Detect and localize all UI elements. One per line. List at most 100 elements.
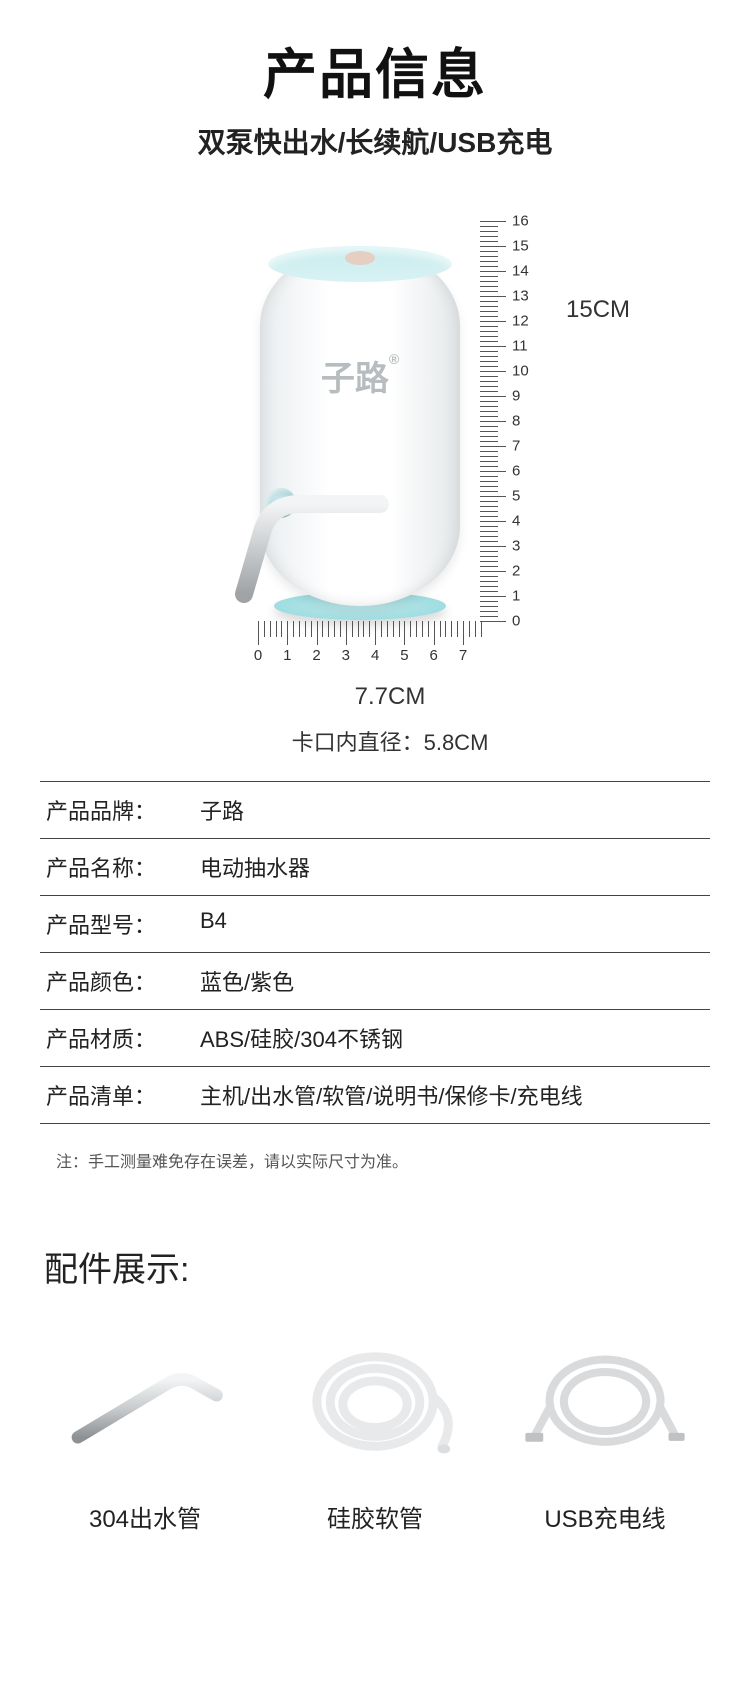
- ruler-tick: [480, 296, 506, 297]
- ruler-tick: [480, 341, 498, 342]
- product-body: [260, 246, 460, 606]
- product-brand-mark: 子路®: [260, 351, 460, 400]
- steel-pipe-icon: [50, 1331, 240, 1481]
- product-top-button: [345, 251, 375, 265]
- ruler-tick: [480, 456, 498, 457]
- spec-row: 产品名称：电动抽水器: [40, 839, 710, 896]
- ruler-tick: [375, 621, 376, 645]
- spec-row: 产品颜色：蓝色/紫色: [40, 953, 710, 1010]
- ruler-h-label: 5: [400, 647, 408, 664]
- ruler-tick: [440, 621, 441, 637]
- vertical-ruler: 012345678910111213141516: [480, 221, 530, 621]
- ruler-tick: [480, 316, 498, 317]
- ruler-v-label: 15: [512, 238, 529, 255]
- ruler-tick: [463, 621, 464, 645]
- ruler-tick: [480, 346, 506, 347]
- ruler-tick: [480, 271, 506, 272]
- ruler-tick: [480, 531, 498, 532]
- ruler-v-label: 2: [512, 563, 520, 580]
- spec-label: 产品颜色：: [40, 965, 200, 997]
- ruler-tick: [480, 496, 506, 497]
- accessory-item: 304出水管: [40, 1331, 250, 1534]
- ruler-tick: [399, 621, 400, 637]
- ruler-tick: [480, 471, 506, 472]
- ruler-tick: [480, 411, 498, 412]
- spec-label: 产品型号：: [40, 908, 200, 940]
- ruler-v-label: 3: [512, 538, 520, 555]
- ruler-tick: [480, 326, 498, 327]
- ruler-tick: [481, 621, 482, 637]
- ruler-tick: [480, 576, 498, 577]
- ruler-tick: [480, 561, 498, 562]
- ruler-tick: [428, 621, 429, 637]
- ruler-tick: [287, 621, 288, 645]
- ruler-tick: [480, 506, 498, 507]
- ruler-tick: [480, 246, 506, 247]
- spec-table: 产品品牌：子路产品名称：电动抽水器产品型号：B4产品颜色：蓝色/紫色产品材质：A…: [40, 781, 710, 1124]
- ruler-tick: [346, 621, 347, 645]
- ruler-h-label: 2: [312, 647, 320, 664]
- ruler-v-label: 6: [512, 463, 520, 480]
- ruler-v-label: 8: [512, 413, 520, 430]
- ruler-tick: [480, 621, 506, 622]
- ruler-tick: [434, 621, 435, 645]
- ruler-tick: [480, 571, 506, 572]
- ruler-tick: [334, 621, 335, 637]
- brand-text: 子路: [321, 360, 389, 398]
- ruler-tick: [480, 476, 498, 477]
- ruler-tick: [381, 621, 382, 637]
- ruler-tick: [480, 266, 498, 267]
- ruler-h-label: 6: [430, 647, 438, 664]
- usb-cable-icon: [510, 1331, 700, 1481]
- ruler-tick: [480, 421, 506, 422]
- ruler-tick: [445, 621, 446, 637]
- ruler-tick: [480, 616, 498, 617]
- ruler-tick: [363, 621, 364, 637]
- ruler-tick: [480, 546, 506, 547]
- ruler-tick: [322, 621, 323, 637]
- accessories-title: 配件展示:: [44, 1242, 750, 1291]
- ruler-h-label: 3: [342, 647, 350, 664]
- brand-trademark: ®: [389, 351, 399, 367]
- spec-row: 产品型号：B4: [40, 896, 710, 953]
- spec-label: 产品材质：: [40, 1022, 200, 1054]
- width-label: 7.7CM: [150, 683, 630, 711]
- ruler-tick: [404, 621, 405, 645]
- spec-value: 主机/出水管/软管/说明书/保修卡/充电线: [200, 1079, 702, 1111]
- ruler-v-label: 13: [512, 288, 529, 305]
- ruler-tick: [480, 566, 498, 567]
- ruler-v-label: 4: [512, 513, 520, 530]
- ruler-tick: [480, 441, 498, 442]
- ruler-tick: [369, 621, 370, 637]
- page-subtitle: 双泵快出水/长续航/USB充电: [0, 121, 750, 161]
- ruler-tick: [480, 486, 498, 487]
- ruler-tick: [480, 481, 498, 482]
- ruler-tick: [480, 426, 498, 427]
- ruler-tick: [480, 551, 498, 552]
- ruler-tick: [480, 306, 498, 307]
- ruler-v-label: 11: [512, 338, 528, 355]
- ruler-tick: [480, 446, 506, 447]
- ruler-tick: [317, 621, 318, 645]
- ruler-tick: [387, 621, 388, 637]
- ruler-tick: [480, 511, 498, 512]
- ruler-tick: [422, 621, 423, 637]
- ruler-tick: [480, 541, 498, 542]
- ruler-tick: [480, 311, 498, 312]
- accessory-label: USB充电线: [544, 1499, 665, 1534]
- spec-label: 产品品牌：: [40, 794, 200, 826]
- ruler-tick: [480, 361, 498, 362]
- ruler-tick: [480, 591, 498, 592]
- spec-value: 电动抽水器: [200, 851, 702, 883]
- ruler-tick: [480, 391, 498, 392]
- ruler-tick: [480, 366, 498, 367]
- ruler-tick: [480, 331, 498, 332]
- page-title: 产品信息: [0, 0, 750, 109]
- spec-row: 产品清单：主机/出水管/软管/说明书/保修卡/充电线: [40, 1067, 710, 1124]
- ruler-v-label: 14: [512, 263, 529, 280]
- ruler-tick: [480, 351, 498, 352]
- ruler-v-label: 0: [512, 613, 520, 630]
- spec-label: 产品名称：: [40, 851, 200, 883]
- ruler-tick: [305, 621, 306, 637]
- ruler-tick: [480, 371, 506, 372]
